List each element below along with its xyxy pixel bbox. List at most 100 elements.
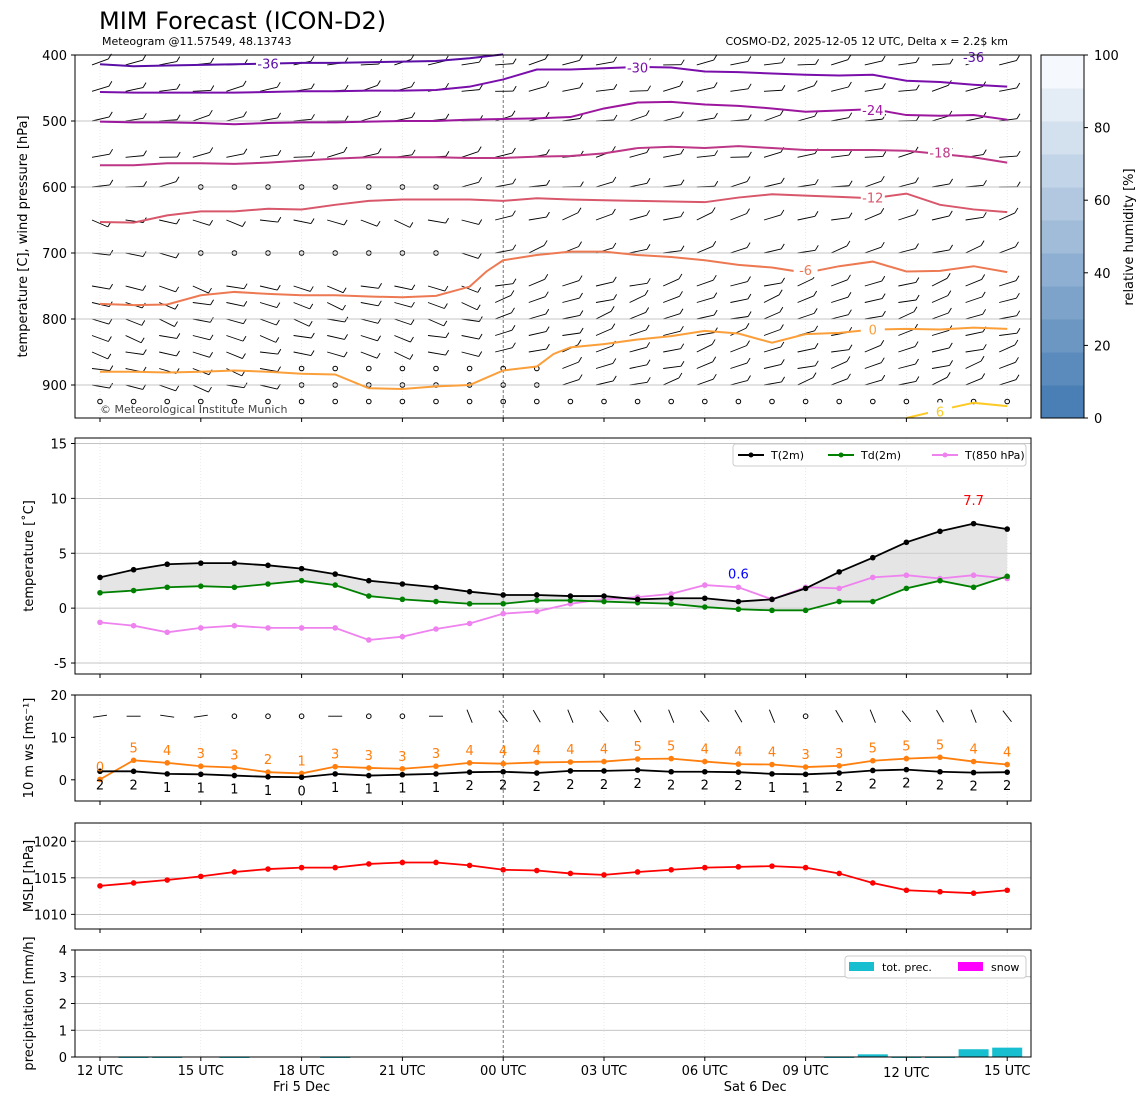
wind-barb (360, 285, 379, 289)
wind-barb (629, 312, 646, 320)
series-point (534, 770, 540, 776)
wind-barb-flag (176, 218, 180, 225)
series-point (130, 757, 137, 764)
wind-barb (159, 351, 177, 357)
series-point (802, 607, 809, 614)
wind-barb (965, 116, 984, 122)
wind-barb (495, 347, 513, 353)
legend-swatch (958, 962, 983, 971)
mslp-point (265, 866, 271, 872)
wind-barb-flag (881, 275, 886, 282)
gust-label: 4 (499, 745, 507, 760)
calm-wind-marker (332, 398, 339, 405)
legend: T(2m) Td(2m) T(850 hPa) (732, 443, 1027, 467)
wind-barb (1002, 710, 1012, 722)
wind-barb (898, 89, 917, 92)
wind-barb (259, 302, 278, 309)
wind-barb-flag (109, 283, 113, 290)
wind-barb-flag (545, 111, 550, 118)
wind-barb (931, 115, 950, 122)
wind-barb-flag (512, 147, 516, 154)
wind-barb (797, 347, 816, 353)
gust-label: 3 (331, 748, 339, 763)
mslp-point (668, 866, 674, 873)
wind-barb (797, 183, 816, 188)
wind-barb (831, 117, 849, 122)
x-tick-label: 12 UTC (77, 1064, 123, 1079)
wind-barb (259, 368, 278, 373)
wind-barb-flag (545, 326, 550, 332)
wind-barb-flag (277, 366, 281, 372)
mslp-point (366, 861, 372, 867)
mslp-point (567, 870, 574, 877)
wind-barb (663, 365, 682, 369)
gust-label: 4 (566, 743, 574, 758)
wind-barb (763, 363, 782, 369)
wind-barb (970, 709, 977, 723)
wind-barb-flag (577, 207, 582, 214)
series-line (99, 756, 1008, 781)
wind-barb-flag (679, 291, 683, 297)
wind-barb-flag (579, 310, 584, 316)
wind-barb (125, 384, 143, 390)
series-point (802, 771, 809, 778)
wind-barb (91, 58, 109, 66)
wind-barb (293, 318, 310, 327)
series-point (836, 770, 842, 776)
wind-barb-flag (342, 287, 347, 293)
wind-barb (663, 278, 680, 287)
colorbar-tick-label: 80 (1094, 122, 1111, 137)
series-point (735, 761, 742, 767)
series-point (534, 592, 540, 598)
wind-barb-flag (882, 83, 886, 89)
series-point (567, 593, 574, 599)
series-point (198, 560, 204, 566)
wind-barb-flag (378, 283, 382, 289)
wind-barb (864, 60, 883, 66)
series-point (198, 763, 204, 770)
series-point (567, 768, 574, 774)
wind-barb-flag (578, 241, 582, 247)
wind-barb (898, 182, 916, 188)
wind-barb (192, 384, 209, 393)
wind-barb (461, 351, 479, 357)
series-point (970, 584, 977, 591)
wind-barb-flag (949, 244, 953, 251)
series-point (433, 584, 439, 591)
series-point (567, 597, 574, 604)
series-point (164, 629, 170, 636)
wind-barb-flag (880, 241, 885, 248)
calm-wind-marker (836, 398, 843, 405)
wind-barb (663, 377, 680, 386)
wind-barb (763, 346, 782, 353)
wind-barb-flag (409, 354, 414, 360)
mslp-point (298, 864, 305, 871)
wind-barb (259, 351, 278, 355)
legend: tot. prec. snow (844, 955, 1027, 979)
wind-barb (999, 87, 1017, 92)
legend-frame (844, 955, 1027, 979)
wind-barb-flag (142, 251, 147, 257)
wind-barb (898, 363, 916, 369)
wind-barb (696, 245, 713, 254)
wind-barb-flag (276, 284, 281, 291)
wind-barb-flag (714, 112, 718, 119)
mslp-point (903, 887, 910, 894)
wind-barb-flag (714, 180, 719, 187)
wind-speed-label: 1 (197, 781, 205, 796)
wind-barb-flag (712, 274, 717, 281)
wind-barb (360, 115, 378, 122)
wind-barb-flag (881, 293, 886, 299)
wind-barb (633, 709, 642, 723)
gust-label: 4 (465, 744, 473, 759)
wind-barb (864, 280, 882, 287)
wind-barb-flag (511, 307, 515, 314)
wind-barb (427, 302, 445, 309)
wind-barb (159, 285, 176, 293)
wind-speed-label: 1 (331, 781, 339, 796)
y-tick-label: 20 (50, 689, 67, 704)
wind-barb-flag (512, 58, 517, 64)
wind-barb-flag (1014, 339, 1019, 346)
